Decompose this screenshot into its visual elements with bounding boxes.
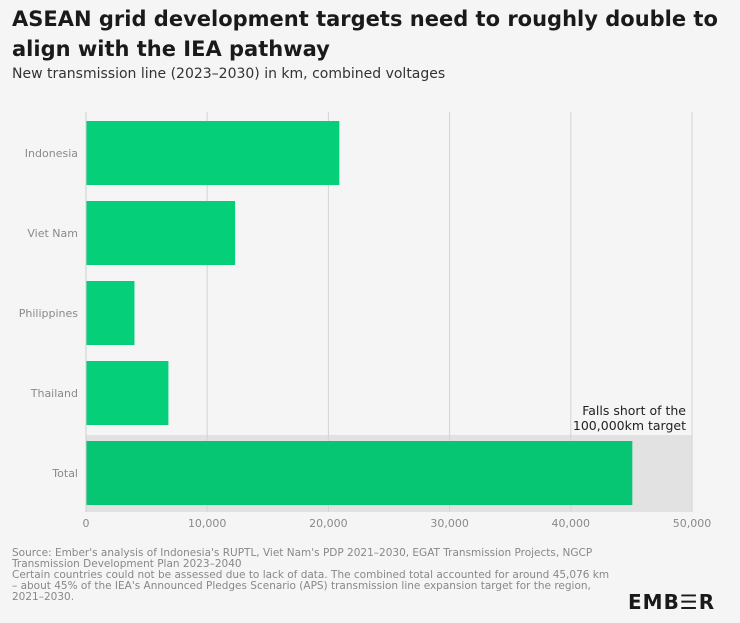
x-tick-label: 40,000: [552, 517, 591, 530]
category-label: Viet Nam: [27, 227, 78, 240]
bar-chart: Indonesia Viet Nam Philippines Thailand Tota…: [19, 112, 712, 530]
chart-title: ASEAN grid development targets need to r…: [12, 7, 718, 61]
footer: Source: Ember's analysis of Indonesia's …: [12, 548, 612, 603]
target-annotation: Falls short of the: [582, 403, 686, 418]
data-note: Certain countries could not be assessed …: [12, 569, 610, 603]
x-tick-label: 50,000: [673, 517, 712, 530]
x-tick-label: 10,000: [188, 517, 227, 530]
x-tick-label: 20,000: [309, 517, 348, 530]
bar-philippines: [86, 281, 135, 345]
bar-total: [86, 441, 633, 505]
chart-subtitle: New transmission line (2023–2030) in km,…: [12, 66, 446, 82]
bar-viet-nam: [86, 201, 236, 265]
x-tick-label: 0: [83, 517, 90, 530]
category-label: Philippines: [19, 307, 79, 320]
bar-thailand: [86, 361, 169, 425]
source-note: Source: Ember's analysis of Indonesia's …: [12, 547, 593, 570]
bar-indonesia: [86, 121, 340, 185]
x-tick-label: 30,000: [430, 517, 469, 530]
target-annotation: 100,000km target: [573, 418, 686, 433]
category-label: Total: [51, 467, 78, 480]
ember-logo: EMB☰R: [628, 590, 716, 614]
category-label: Thailand: [30, 387, 78, 400]
category-label: Indonesia: [25, 147, 78, 160]
